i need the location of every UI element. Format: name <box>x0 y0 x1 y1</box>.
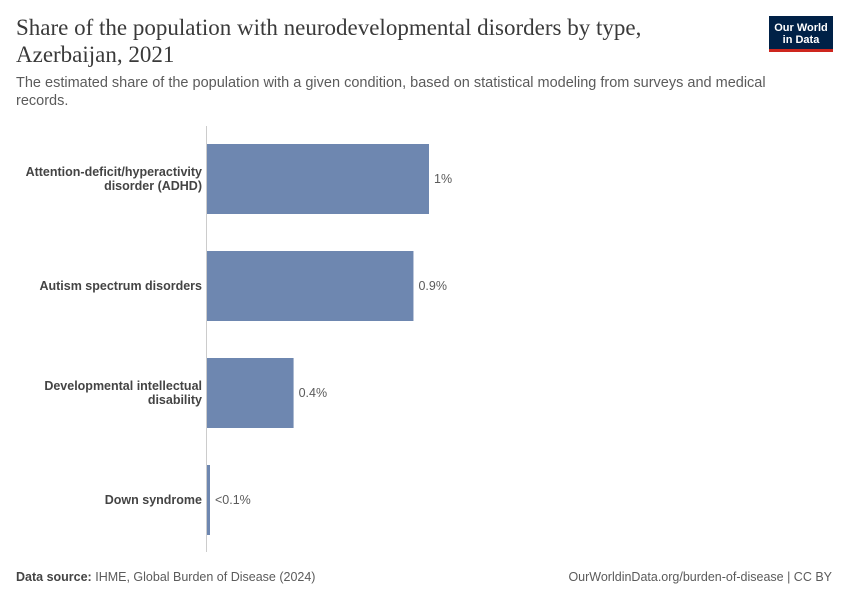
data-source-text: IHME, Global Burden of Disease (2024) <box>95 570 316 584</box>
category-label-line: Attention-deficit/hyperactivity <box>26 165 202 179</box>
category-label-line: Autism spectrum disorders <box>39 279 202 293</box>
category-label-line: disorder (ADHD) <box>104 179 202 193</box>
category-label-1: Autism spectrum disorders <box>39 279 202 293</box>
category-label-3: Down syndrome <box>105 493 202 507</box>
logo-line-2: in Data <box>782 33 820 46</box>
value-label-2: 0.4% <box>299 386 328 400</box>
value-label-3: <0.1% <box>215 493 251 507</box>
owid-logo[interactable]: Our World in Data <box>769 16 833 52</box>
value-label-1: 0.9% <box>418 279 447 293</box>
data-source-label: Data source: <box>16 570 92 584</box>
bar-0[interactable] <box>207 144 429 214</box>
bar-2[interactable] <box>207 358 294 428</box>
chart-title: Share of the population with neurodevelo… <box>16 15 642 67</box>
logo-line-1: Our World <box>774 21 828 34</box>
category-label-2: Developmental intellectual disability <box>44 379 202 407</box>
data-source: Data source: IHME, Global Burden of Dise… <box>16 570 315 584</box>
bar-3[interactable] <box>207 465 210 535</box>
category-label-line: Developmental intellectual <box>44 379 202 393</box>
footer-link[interactable]: OurWorldinData.org/burden-of-disease | C… <box>568 570 832 584</box>
bar-1[interactable] <box>207 251 414 321</box>
chart-subtitle: The estimated share of the population wi… <box>16 75 766 109</box>
category-label-line: disability <box>148 393 202 407</box>
category-label-0: Attention-deficit/hyperactivity disorder … <box>26 165 202 193</box>
value-label-0: 1% <box>434 172 452 186</box>
bars-group: 1% Attention-deficit/hyperactivity disorde… <box>26 144 452 535</box>
category-label-line: Down syndrome <box>105 493 202 507</box>
